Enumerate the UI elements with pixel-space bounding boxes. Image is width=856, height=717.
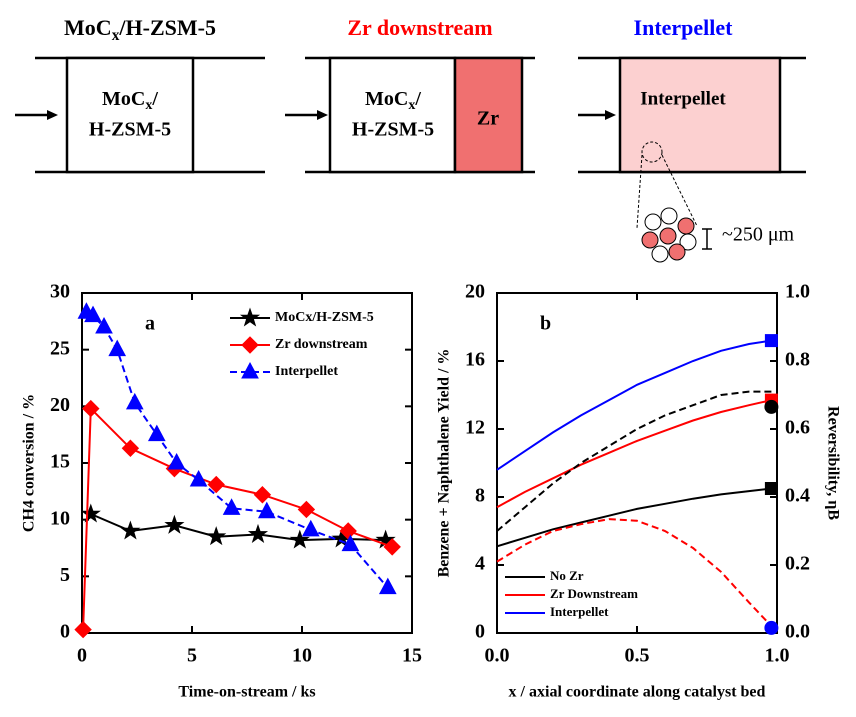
marker	[224, 499, 240, 514]
x-tick-label: 5	[187, 645, 197, 667]
marker	[241, 309, 258, 325]
y-tick-label: 20	[50, 394, 70, 416]
y-tick-label: 20	[465, 281, 485, 303]
series-line	[497, 400, 771, 507]
marker	[765, 483, 777, 495]
panel-label: b	[540, 313, 551, 335]
marker	[242, 337, 258, 353]
x-tick-label: 0.0	[485, 645, 510, 667]
y-axis-label: CH4 conversion / %	[21, 394, 38, 532]
legend-label: MoCx/H-ZSM-5	[275, 310, 374, 325]
y-tick-label: 0	[475, 621, 485, 643]
y-tick-label: 0	[60, 621, 70, 643]
marker	[249, 525, 266, 541]
y2-tick-label: 0.2	[785, 553, 810, 575]
marker	[765, 400, 778, 413]
x-axis-label: Time-on-stream / ks	[178, 684, 315, 701]
plot-frame	[497, 293, 777, 633]
y-axis-label: Benzene + Naphthalene Yield / %	[436, 349, 453, 578]
x-tick-label: 10	[292, 645, 312, 667]
y-tick-label: 12	[465, 417, 485, 439]
pellets	[642, 208, 696, 262]
marker	[122, 522, 139, 538]
y2-axis-label: Reversibility, ηB	[824, 406, 841, 520]
y-tick-label: 4	[475, 553, 485, 575]
scale-text: ~250 μm	[722, 224, 795, 246]
figure: MoCx/H-ZSM-5 Zr downstream Interpellet M…	[0, 0, 856, 717]
panel-title: MoCx/H-ZSM-5	[64, 15, 216, 43]
y2-tick-label: 0.0	[785, 621, 810, 643]
y-tick-label: 25	[50, 337, 70, 359]
x-tick-label: 1.0	[765, 645, 790, 667]
x-tick-label: 0.5	[625, 645, 650, 667]
legend-label: Zr downstream	[275, 337, 368, 352]
y2-tick-label: 1.0	[785, 281, 810, 303]
x-tick-label: 0	[77, 645, 87, 667]
y2-tick-label: 0.8	[785, 349, 810, 371]
y-tick-label: 30	[50, 281, 70, 303]
legend-label: Interpellet	[275, 364, 338, 379]
marker	[254, 487, 270, 503]
y2-tick-label: 0.6	[785, 417, 810, 439]
marker	[765, 335, 777, 347]
box-text: Interpellet	[640, 88, 726, 109]
marker	[242, 363, 258, 378]
y-tick-label: 16	[465, 349, 485, 371]
box-text: H-ZSM-5	[89, 119, 171, 141]
marker	[303, 521, 319, 536]
y-tick-label: 5	[60, 564, 70, 586]
panel-label: a	[145, 313, 155, 335]
y-tick-label: 15	[50, 451, 70, 473]
zone-text: Zr	[477, 108, 499, 130]
page: MoCx/H-ZSM-5 Zr downstream Interpellet M…	[0, 0, 856, 717]
marker	[75, 622, 91, 638]
y-tick-label: 10	[50, 507, 70, 529]
marker	[109, 341, 125, 356]
marker	[208, 528, 225, 544]
reactors	[15, 58, 806, 172]
legend-label: No Zr	[550, 568, 584, 583]
legend-label: Zr Downstream	[550, 586, 638, 601]
x-tick-label: 15	[402, 645, 422, 667]
marker	[765, 621, 778, 634]
y-tick-label: 8	[475, 485, 485, 507]
scale-bar	[702, 229, 712, 249]
box-text: H-ZSM-5	[352, 119, 434, 141]
x-axis-label: x / axial coordinate along catalyst bed	[509, 684, 766, 701]
legend-label: Interpellet	[550, 604, 609, 619]
marker	[127, 394, 143, 409]
panel-title: Interpellet	[634, 15, 734, 40]
marker	[191, 471, 207, 486]
series-line	[497, 519, 771, 626]
series-line	[497, 341, 771, 470]
marker	[166, 516, 183, 532]
panel-title: Zr downstream	[347, 15, 492, 40]
marker	[298, 501, 314, 517]
y2-tick-label: 0.4	[785, 485, 810, 507]
